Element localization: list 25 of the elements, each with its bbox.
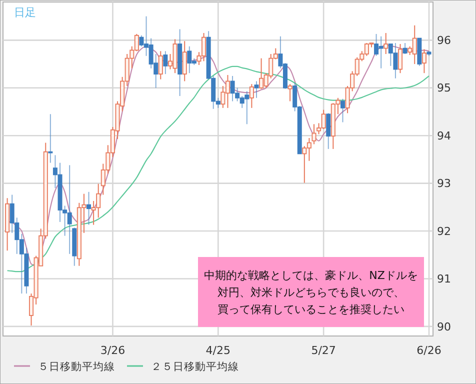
x-tick-label: 3/26 [100, 344, 126, 357]
legend-label: ２５日移動平均線 [151, 361, 239, 373]
y-tick-label: 93 [437, 177, 451, 190]
candlestick [312, 124, 316, 145]
candlestick [422, 48, 426, 74]
candlestick [182, 40, 187, 82]
chart-title: 日足 [14, 6, 36, 19]
candlestick [398, 43, 402, 74]
y-tick-label: 92 [437, 224, 451, 238]
annotation: 対円、対米ドルどちらでも良いので、 [218, 286, 404, 299]
candlestick [288, 84, 292, 102]
y-tick-label: 96 [437, 34, 451, 48]
x-tick-label: 6/26 [416, 344, 442, 357]
x-tick-label: 5/27 [311, 344, 336, 357]
candlestick [384, 32, 388, 55]
annotation: 中期的な戦略としては、豪ドル、NZドルを [204, 269, 418, 282]
y-tick-label: 91 [437, 272, 451, 286]
y-tick-label: 90 [437, 320, 451, 334]
candlestick [249, 84, 254, 108]
y-tick-label: 95 [437, 82, 451, 95]
annotation: 買って保有していることを推奨したい [218, 303, 404, 316]
y-tick-label: 94 [437, 129, 451, 142]
x-tick-label: 4/25 [206, 344, 230, 357]
legend-label: ５日移動平均線 [38, 361, 115, 373]
candlestick [158, 50, 163, 80]
